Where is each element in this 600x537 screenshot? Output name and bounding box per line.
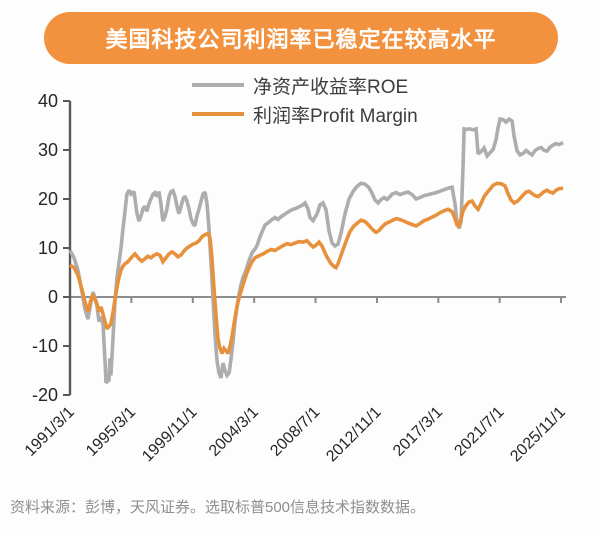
x-tick-label: 2025/11/1 xyxy=(507,404,569,466)
y-tick-label: 20 xyxy=(38,189,58,209)
x-tick-label: 2008/7/1 xyxy=(267,404,323,460)
legend-item-profit-margin: 利润率Profit Margin xyxy=(192,101,418,127)
roe-line xyxy=(68,116,564,385)
legend-label-roe: 净资产收益率ROE xyxy=(253,76,409,98)
legend-label-profit-margin: 利润率Profit Margin xyxy=(253,105,418,127)
chart-title-banner: 美国科技公司利润率已稳定在较高水平 xyxy=(44,12,558,64)
y-tick-label: 30 xyxy=(38,140,58,160)
x-tick-label: 2004/3/1 xyxy=(206,404,262,460)
y-tick-label: 40 xyxy=(38,91,58,111)
chart-title: 美国科技公司利润率已稳定在较高水平 xyxy=(105,27,497,52)
source-note: 资料来源：彭博，天风证券。选取标普500信息技术指数数据。 xyxy=(10,499,426,516)
y-tick-label: 0 xyxy=(48,287,58,307)
x-tick-label: 2012/11/1 xyxy=(323,404,385,466)
profit-margin-line xyxy=(69,181,564,355)
x-tick-label: 2021/7/1 xyxy=(451,404,507,460)
x-tick-label: 1999/11/1 xyxy=(139,404,201,466)
x-tick-label: 2017/3/1 xyxy=(390,404,446,460)
roe-line-swatch xyxy=(192,83,244,87)
y-tick-label: -10 xyxy=(32,336,58,356)
legend: 净资产收益率ROE 利润率Profit Margin xyxy=(192,72,418,127)
y-tick-label: 10 xyxy=(38,238,58,258)
profit-margin-line-swatch xyxy=(192,112,244,116)
x-tick-label: 1995/3/1 xyxy=(83,404,139,460)
x-tick-label: 1991/3/1 xyxy=(22,404,78,460)
y-tick-label: -20 xyxy=(32,385,58,405)
legend-item-roe: 净资产收益率ROE xyxy=(192,72,418,98)
